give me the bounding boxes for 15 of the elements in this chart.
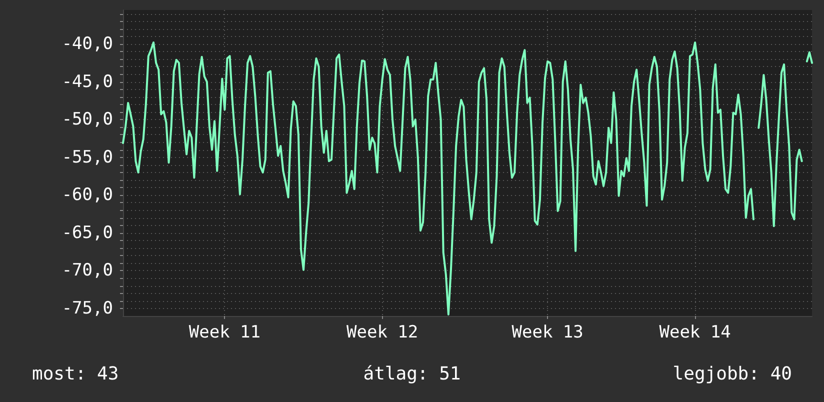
y-tick-label: -50,0	[62, 110, 113, 130]
y-tick-label: -65,0	[62, 222, 113, 243]
x-tick-label: Week 14	[659, 322, 731, 342]
text: átlag: 51	[363, 364, 461, 384]
y-tick-label: -45,0	[62, 72, 113, 92]
text: most: 43	[32, 364, 119, 384]
x-tick-label: Week 12	[346, 322, 418, 342]
y-tick-label: -75,0	[62, 298, 113, 318]
text: legjobb: 40	[672, 364, 792, 384]
y-tick-label: -55,0	[62, 147, 113, 168]
y-tick-label: -60,0	[62, 185, 113, 206]
x-tick-label: Week 13	[512, 322, 584, 342]
y-tick-label: -70,0	[62, 260, 113, 281]
y-tick-label: -40,0	[62, 34, 113, 54]
x-tick-label: Week 11	[188, 322, 261, 342]
